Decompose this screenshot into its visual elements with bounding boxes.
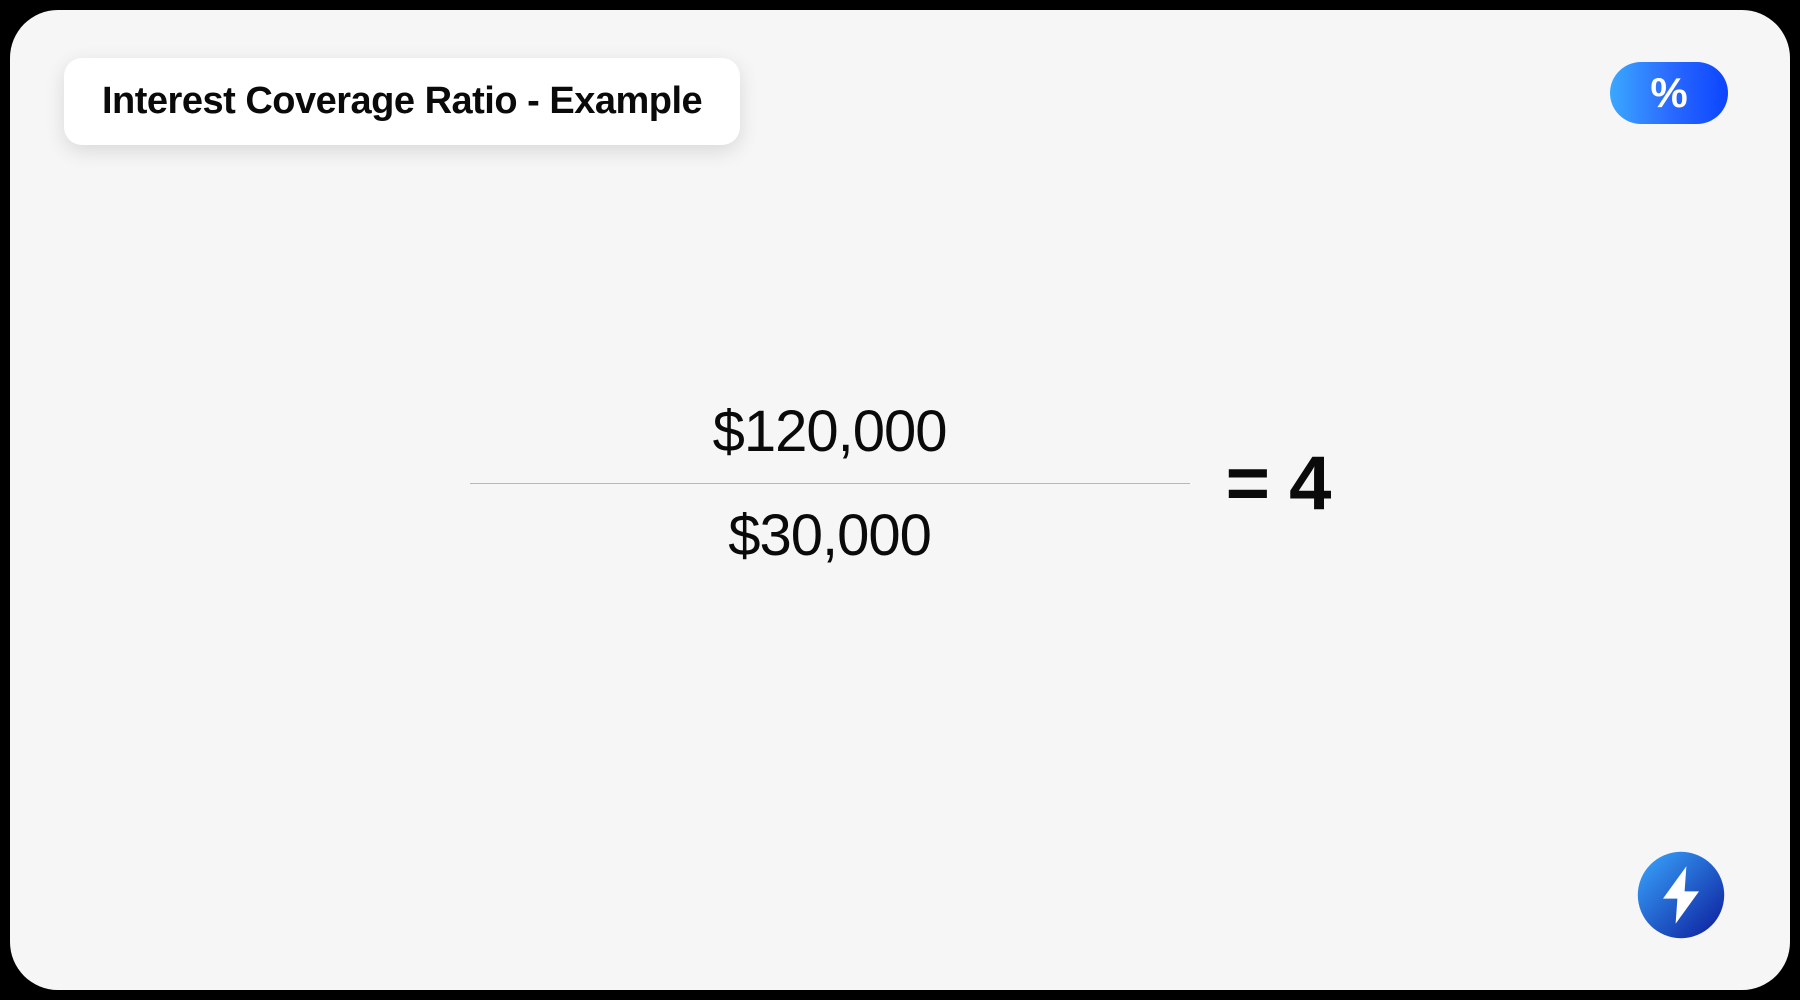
- denominator: $30,000: [728, 484, 931, 587]
- slide-title: Interest Coverage Ratio - Example: [102, 80, 702, 123]
- formula-result: = 4: [1226, 440, 1331, 527]
- percent-icon: %: [1650, 69, 1687, 117]
- numerator: $120,000: [713, 380, 947, 483]
- formula-container: $120,000 $30,000 = 4: [10, 380, 1790, 587]
- slide-card: Interest Coverage Ratio - Example % $120…: [10, 10, 1790, 990]
- percent-badge: %: [1610, 62, 1728, 124]
- fraction: $120,000 $30,000: [470, 380, 1190, 587]
- result-equals: =: [1226, 441, 1290, 526]
- brand-logo: [1636, 850, 1726, 940]
- title-badge: Interest Coverage Ratio - Example: [64, 58, 740, 145]
- bolt-circle-icon: [1636, 850, 1726, 940]
- result-value: 4: [1289, 441, 1330, 526]
